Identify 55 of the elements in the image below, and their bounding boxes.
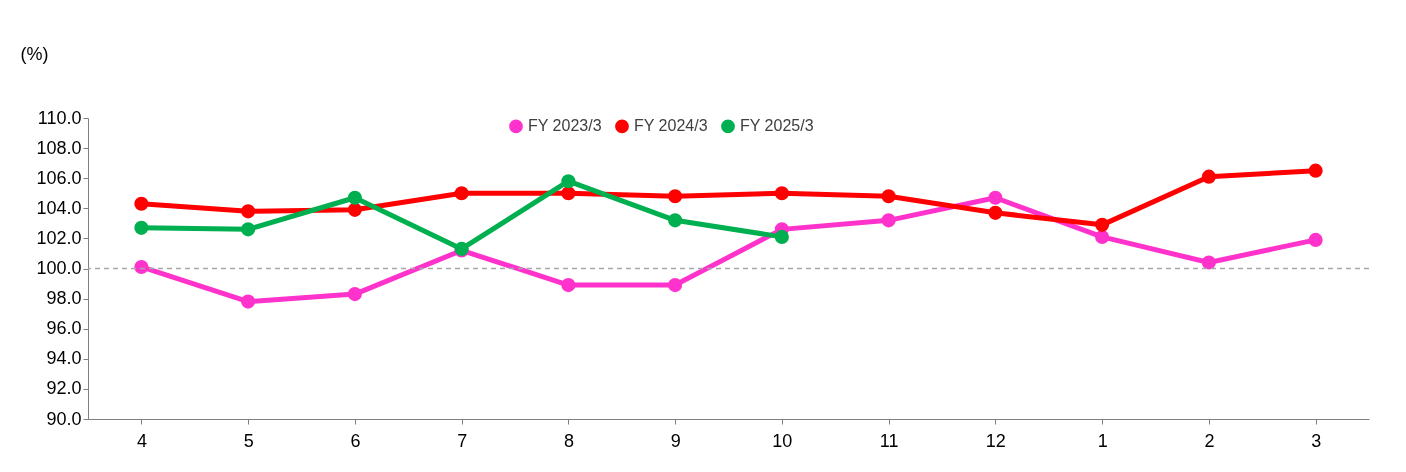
x-tick-label: 10 [772, 430, 793, 451]
x-tick-label: 5 [243, 430, 254, 451]
point [881, 189, 896, 204]
x-tick-label: 8 [563, 430, 574, 451]
point [561, 174, 576, 189]
point [134, 220, 149, 235]
point [561, 278, 576, 293]
point [1095, 217, 1110, 232]
x-tick-label: 2 [1204, 430, 1215, 451]
legend-label: FY 2023/3 [528, 117, 602, 135]
point [1201, 255, 1216, 270]
point [561, 186, 576, 201]
x-tick-label: 11 [879, 430, 899, 451]
point [1201, 169, 1216, 184]
point [134, 259, 149, 275]
point [988, 190, 1003, 205]
point [454, 186, 469, 201]
point [1308, 232, 1323, 247]
point [774, 186, 789, 201]
point [668, 278, 683, 293]
point [1308, 163, 1323, 178]
point [241, 222, 256, 237]
point [881, 213, 896, 228]
legend-label: FY 2024/3 [634, 117, 708, 135]
x-tick-label: 12 [985, 430, 1006, 451]
x-tick-label: 7 [457, 430, 468, 451]
y-tick-label: 110.0 [37, 107, 82, 128]
point [347, 190, 362, 205]
point [988, 205, 1003, 220]
legend-label: FY 2025/3 [740, 117, 814, 135]
y-tick-label: 96.0 [46, 318, 82, 339]
point [347, 202, 362, 217]
y-tick-label: 108.0 [36, 137, 82, 158]
point [241, 204, 256, 219]
point [241, 294, 256, 309]
y-axis-title: (%) [20, 43, 49, 64]
point [134, 196, 149, 211]
x-tick-label: 9 [670, 430, 681, 451]
y-tick-label: 90.0 [46, 408, 82, 429]
y-tick-label: 106.0 [36, 167, 82, 188]
y-tick-label: 102.0 [36, 227, 82, 248]
y-tick-label: 100.0 [36, 258, 82, 278]
point [1095, 229, 1110, 244]
x-tick-label: 1 [1097, 430, 1108, 451]
point [668, 213, 683, 228]
y-tick-label: 104.0 [36, 197, 82, 218]
point [668, 189, 683, 204]
y-tick-label: 98.0 [46, 288, 82, 309]
x-tick-label: 6 [350, 430, 361, 451]
y-tick-label: 92.0 [46, 378, 82, 399]
point [774, 229, 789, 244]
y-tick-label: 94.0 [46, 348, 82, 369]
x-tick-label: 3 [1311, 430, 1322, 451]
point [347, 287, 362, 302]
x-tick-label: 4 [136, 430, 147, 451]
